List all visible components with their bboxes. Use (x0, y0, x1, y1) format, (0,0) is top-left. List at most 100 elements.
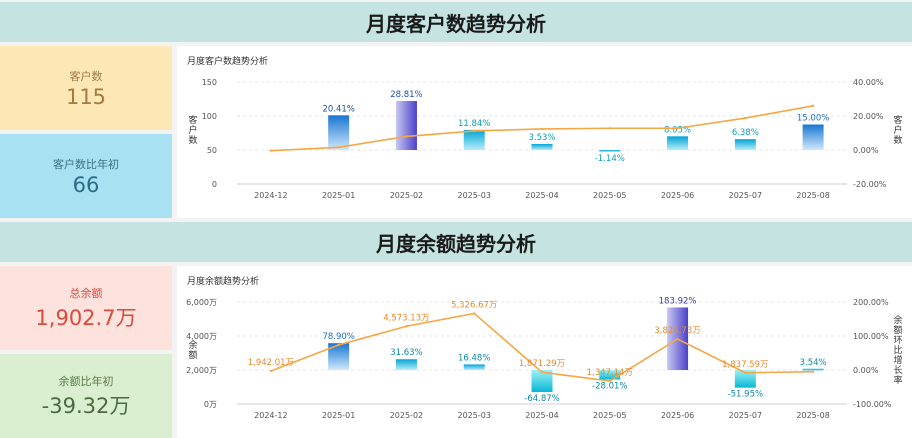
bal-x-tick-label: 2024-12 (254, 411, 287, 420)
customer-count-value: 115 (65, 84, 107, 109)
bal-bar-label: 183.92% (659, 296, 697, 306)
cust-line-point (269, 149, 273, 152)
bal-bar-label: 78.90% (322, 332, 354, 342)
bal-x-tick-label: 2025-01 (322, 411, 355, 420)
bal-line-point (811, 370, 815, 373)
cust-bar-label: 20.41% (322, 104, 354, 114)
cust-y-axis-label: 客户数 (188, 114, 197, 146)
cust-x-tick-label: 2025-04 (525, 191, 558, 200)
bal-line-label: 5,326.67万 (451, 300, 497, 310)
customers-chart: 150 100 50 0 40.00% 20.00% 0.00% -20.00% 客户数 客户数 2… (188, 78, 902, 200)
cust-bar (463, 129, 485, 150)
bal-line-label: 1,837.59万 (722, 360, 768, 370)
cust-bar (531, 143, 553, 150)
cust-x-tick-label: 2025-08 (796, 191, 829, 200)
cust-y2-tick-label: -20.00% (853, 180, 887, 189)
cust-line-point (337, 146, 340, 149)
bal-bar (395, 359, 417, 370)
bal-bar-label: -64.87% (524, 394, 559, 404)
bal-x-tick-label: 2025-05 (593, 411, 626, 420)
balance-ytd-card: 余额比年初 -39.32万 (0, 354, 172, 438)
bal-line-point (540, 370, 544, 374)
bal-bar (531, 370, 553, 393)
total-balance-value: 1,902.7万 (35, 305, 137, 330)
bal-y-axis-label: 余额 (188, 339, 197, 361)
bal-bar-label: 16.48% (458, 353, 490, 363)
balance-chart: 6,000万 4,000万 2,000万 0万 200.00% 100.00% 0.00% -… (186, 296, 902, 420)
cust-bar-label: -1.14% (595, 154, 625, 164)
cust-x-tick-label: 2024-12 (254, 191, 287, 200)
cust-line-point (405, 135, 408, 138)
cust-bar (599, 150, 621, 152)
bal-y-tick-label: 0万 (204, 400, 217, 409)
bal-x-tick-label: 2025-08 (796, 411, 829, 420)
customers-banner-title: 月度客户数趋势分析 (366, 11, 546, 36)
bal-y2-tick-label: 200.00% (853, 298, 889, 307)
cust-y-tick-label: 50 (207, 146, 217, 155)
bal-bar (734, 370, 756, 388)
bal-line-point (473, 312, 476, 315)
cust-x-tick-label: 2025-07 (729, 191, 762, 200)
total-balance-card: 总余额 1,902.7万 (0, 266, 172, 350)
bal-line-point (744, 371, 747, 374)
bal-bar (463, 364, 485, 370)
cust-bar-label: 11.84% (458, 119, 490, 129)
cust-line-point (744, 116, 747, 120)
cust-bar (802, 124, 824, 150)
bal-bar-label: 31.63% (390, 348, 422, 358)
bal-line-point (337, 343, 340, 347)
bal-line-point (405, 325, 408, 328)
cust-x-tick-label: 2025-06 (661, 191, 694, 200)
cust-line-point (676, 127, 679, 130)
balance-banner-title: 月度余额趋势分析 (376, 231, 536, 256)
customer-ytd-card: 客户数比年初 66 (0, 134, 172, 218)
bal-bar-label: -28.01% (592, 382, 627, 392)
cust-bar (667, 136, 689, 150)
balance-chart-panel: 月度余额趋势分析 6,000万 4,000万 2,000万 0万 200.00% 100.… (177, 266, 912, 438)
balance-banner: 月度余额趋势分析 (0, 222, 912, 262)
bal-y2-axis-label: 余额环比增长率 (893, 314, 902, 386)
bal-line-point (269, 369, 273, 373)
bal-line-point (608, 379, 611, 383)
cust-bar-label: 6.38% (732, 128, 759, 138)
cust-x-tick-label: 2025-03 (458, 191, 491, 200)
bal-x-tick-label: 2025-02 (390, 411, 423, 420)
customer-ytd-value: 66 (72, 172, 100, 197)
bal-line-label: 4,573.13万 (383, 313, 429, 323)
cust-line-point (540, 127, 544, 131)
bal-y2-tick-label: -100.00% (853, 400, 892, 409)
cust-y-tick-label: 150 (202, 78, 217, 87)
balance-ytd-label: 余额比年初 (58, 374, 114, 388)
balance-ytd-value: -39.32万 (41, 393, 131, 418)
bal-y-tick-label: 4,000万 (186, 332, 217, 341)
bal-line-label: 1,942.01万 (248, 358, 294, 368)
bal-x-tick-label: 2025-04 (525, 411, 558, 420)
cust-bar (328, 115, 350, 150)
customer-ytd-label: 客户数比年初 (53, 157, 119, 171)
cust-bar-label: 8.05% (664, 125, 691, 135)
cust-x-tick-label: 2025-01 (322, 191, 355, 200)
cust-y2-tick-label: 20.00% (853, 112, 884, 121)
cust-y-tick-label: 100 (202, 112, 217, 121)
cust-y2-tick-label: 0.00% (853, 146, 879, 155)
bal-bar (599, 370, 621, 380)
cust-bar (734, 139, 756, 150)
cust-bar (395, 101, 417, 150)
bal-line-label: 1,871.29万 (519, 359, 565, 369)
bal-y-tick-label: 2,000万 (186, 366, 217, 375)
cust-x-tick-label: 2025-02 (390, 191, 423, 200)
cust-x-tick-label: 2025-05 (593, 191, 626, 200)
cust-y2-axis-label: 客户数 (893, 114, 902, 146)
bal-x-tick-label: 2025-03 (458, 411, 491, 420)
cust-line-point (811, 104, 815, 107)
cust-bar-label: 28.81% (390, 90, 422, 100)
bal-line-point (676, 337, 679, 341)
customer-count-label: 客户数 (69, 69, 103, 83)
bal-bar-label: -51.95% (728, 390, 763, 400)
customer-count-card: 客户数 115 (0, 46, 172, 130)
bal-line-label: 1,347.14万 (587, 368, 633, 378)
cust-bar-label: 3.53% (528, 133, 555, 143)
cust-y2-tick-label: 40.00% (853, 78, 884, 87)
bal-y2-tick-label: 100.00% (853, 332, 889, 341)
